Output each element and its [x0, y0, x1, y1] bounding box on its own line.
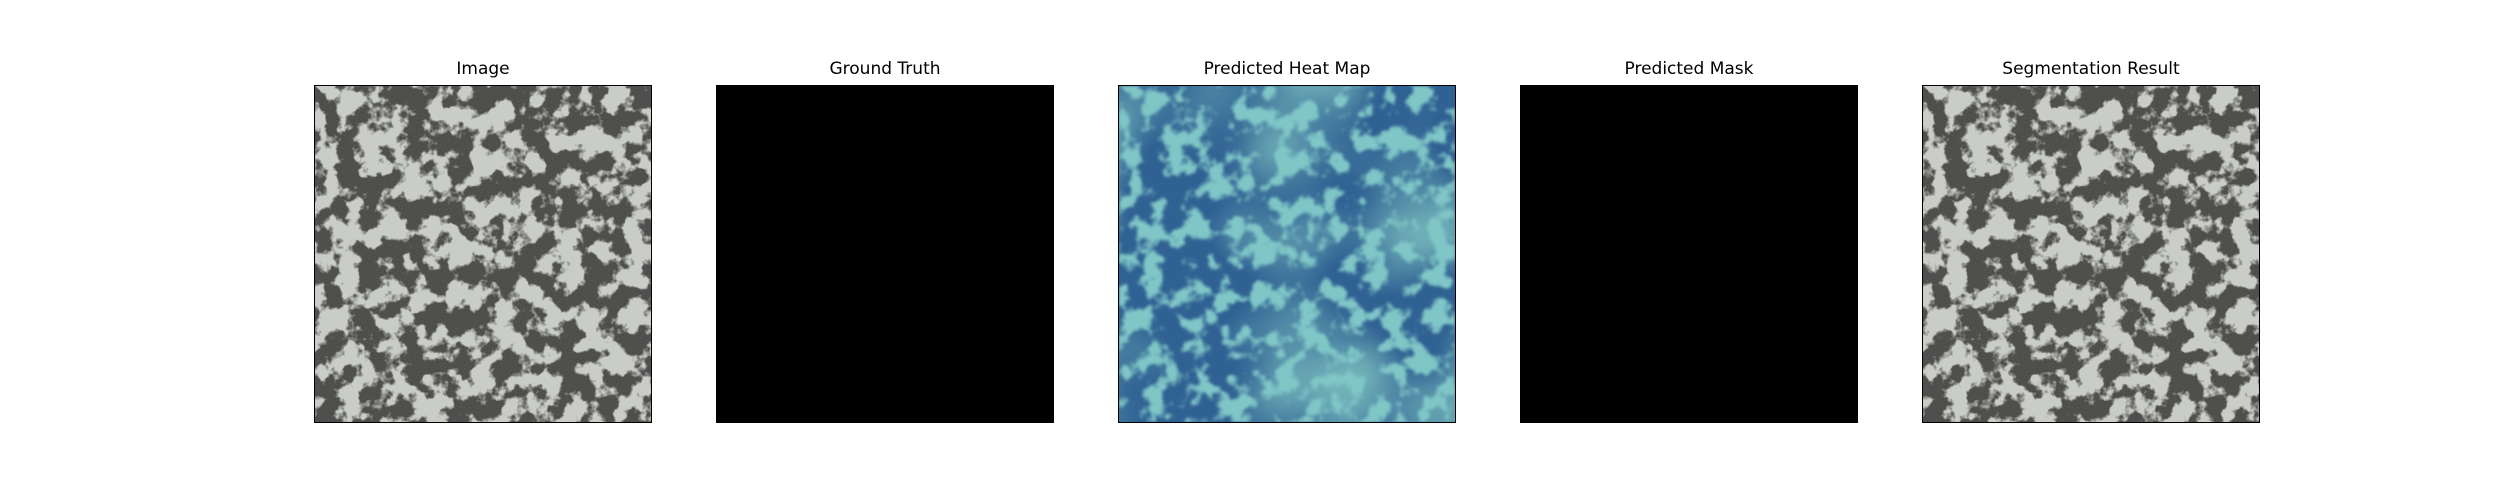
panel-title: Segmentation Result	[2002, 59, 2180, 79]
input-image	[314, 85, 652, 423]
heat-map-overlay	[1119, 86, 1455, 422]
panel-title: Image	[456, 59, 510, 79]
panel-title: Predicted Heat Map	[1203, 59, 1371, 79]
panel-title: Predicted Mask	[1624, 59, 1754, 79]
panel-image: Image	[314, 58, 652, 423]
texture-image	[315, 86, 651, 422]
panel-segmentation-result: Segmentation Result	[1922, 58, 2260, 423]
ground-truth-mask	[716, 85, 1054, 423]
panel-predicted-mask: Predicted Mask	[1520, 58, 1858, 423]
panel-title: Ground Truth	[829, 59, 941, 79]
heat-map-image	[1118, 85, 1456, 423]
panel-heat-map: Predicted Heat Map	[1118, 58, 1456, 423]
panel-ground-truth: Ground Truth	[716, 58, 1054, 423]
segmentation-result-image	[1922, 85, 2260, 423]
predicted-mask	[1520, 85, 1858, 423]
texture-image	[1923, 86, 2259, 422]
